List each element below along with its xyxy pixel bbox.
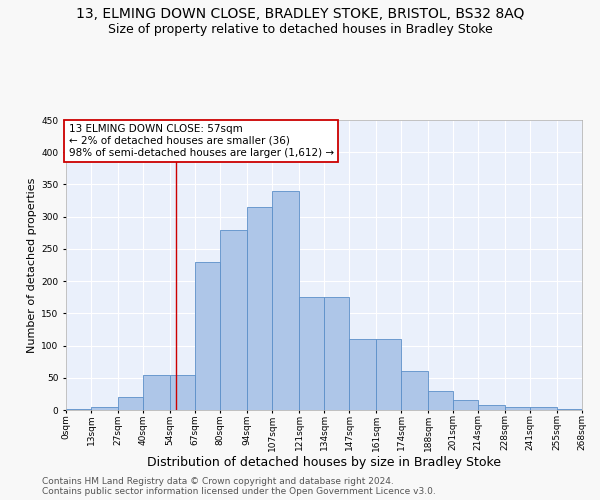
Bar <box>478 406 505 410</box>
Bar <box>118 397 143 410</box>
Bar <box>505 407 530 410</box>
Bar <box>143 374 170 410</box>
Bar <box>220 230 247 410</box>
Bar <box>195 262 220 410</box>
Bar <box>170 374 195 410</box>
Bar <box>272 191 299 410</box>
Text: Size of property relative to detached houses in Bradley Stoke: Size of property relative to detached ho… <box>107 22 493 36</box>
Bar <box>428 390 453 410</box>
Bar <box>91 407 118 410</box>
Bar <box>453 400 478 410</box>
X-axis label: Distribution of detached houses by size in Bradley Stoke: Distribution of detached houses by size … <box>147 456 501 469</box>
Bar <box>299 297 324 410</box>
Text: 13, ELMING DOWN CLOSE, BRADLEY STOKE, BRISTOL, BS32 8AQ: 13, ELMING DOWN CLOSE, BRADLEY STOKE, BR… <box>76 8 524 22</box>
Bar <box>66 408 91 410</box>
Bar <box>376 339 401 410</box>
Bar <box>324 297 349 410</box>
Text: Contains HM Land Registry data © Crown copyright and database right 2024.: Contains HM Land Registry data © Crown c… <box>42 478 394 486</box>
Bar <box>401 372 428 410</box>
Bar <box>530 407 557 410</box>
Y-axis label: Number of detached properties: Number of detached properties <box>27 178 37 352</box>
Text: Contains public sector information licensed under the Open Government Licence v3: Contains public sector information licen… <box>42 488 436 496</box>
Bar <box>247 207 272 410</box>
Bar <box>557 408 582 410</box>
Text: 13 ELMING DOWN CLOSE: 57sqm
← 2% of detached houses are smaller (36)
98% of semi: 13 ELMING DOWN CLOSE: 57sqm ← 2% of deta… <box>68 124 334 158</box>
Bar <box>349 339 376 410</box>
